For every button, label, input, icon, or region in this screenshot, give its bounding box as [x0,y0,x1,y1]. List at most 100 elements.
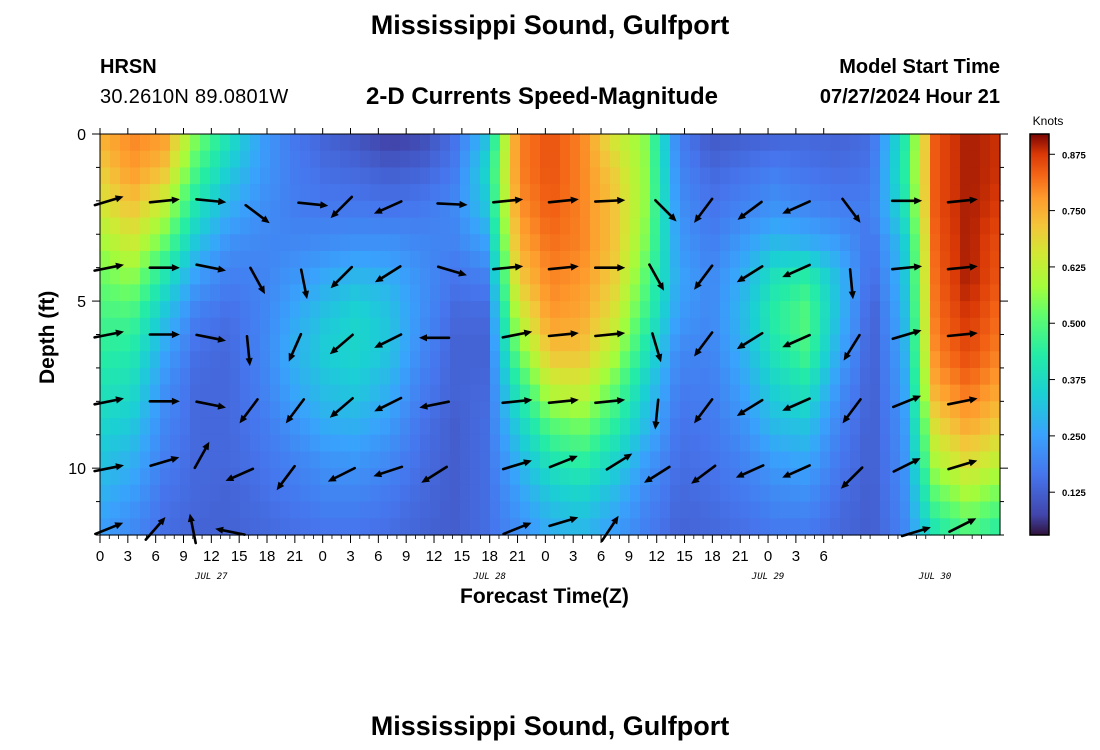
heatmap-cell [100,317,111,336]
heatmap-cell [580,317,591,336]
heatmap-cell [120,451,131,469]
heatmap-cell [190,217,201,235]
current-arrow-shaft [651,332,661,356]
heatmap-cell [110,250,121,269]
heatmap-cell [730,184,741,202]
heatmap-cell [570,317,581,336]
heatmap-cell [330,184,341,202]
heatmap-cell [660,284,671,302]
heatmap-cell [830,284,841,302]
heatmap-cell [490,200,501,219]
heatmap-cell [490,518,501,536]
heatmap-cell [660,468,671,486]
heatmap-cell [400,401,411,419]
heatmap-cell [720,418,731,436]
current-arrow [419,400,451,410]
heatmap-cell [660,401,671,419]
heatmap-cell [110,367,121,386]
heatmap-cell [940,317,951,336]
current-arrow-shaft [788,263,811,276]
heatmap-cell [810,134,821,152]
model-start-time: 07/27/2024 Hour 21 [819,86,1000,108]
heatmap-cell [120,351,131,369]
heatmap-cell [460,150,471,169]
heatmap-cell [460,234,471,252]
heatmap-cell [910,334,921,352]
heatmap-cell [870,351,881,369]
heatmap-cell [900,518,911,536]
current-arrow-head [967,518,977,526]
heatmap-cell [970,250,981,269]
heatmap-cell [720,267,731,285]
heatmap-cell [190,267,201,285]
heatmap-cell [780,518,791,536]
heatmap-cell [840,468,851,486]
heatmap-cell [810,150,821,169]
heatmap-cell [280,451,291,469]
heatmap-cell [590,384,601,402]
heatmap-cell [990,384,1001,402]
heatmap-cell [650,401,661,419]
current-arrow-head [969,396,978,404]
heatmap-cell [120,301,131,319]
heatmap-cell [790,367,801,386]
heatmap-cell [490,418,501,436]
heatmap-cell [710,468,721,486]
heatmap-cell [100,250,111,269]
heatmap-cell [290,167,301,185]
heatmap-cell [220,317,231,336]
current-arrow-shaft [280,464,296,486]
heatmap-cell [290,468,301,486]
heatmap-cell [180,518,191,536]
heatmap-cell [630,518,641,536]
heatmap-cell [290,234,301,252]
heatmap-cell [480,401,491,419]
heatmap-cell [300,351,311,369]
heatmap-cell [400,334,411,352]
heatmap-cell [260,234,271,252]
heatmap-cell [980,384,991,402]
heatmap-cell [110,501,121,519]
heatmap-cell [810,284,821,302]
heatmap-cell [160,501,171,519]
colorbar-tick-label: 0.750 [1062,207,1086,218]
heatmap-cell [860,301,871,319]
heatmap-cell [230,367,241,386]
heatmap-cell [210,468,221,486]
heatmap-cell [500,234,511,252]
heatmap-cell [570,284,581,302]
heatmap-cell [460,401,471,419]
heatmap-cell [240,301,251,319]
heatmap-cell [760,317,771,336]
heatmap-cell [260,384,271,402]
heatmap-cell [330,301,341,319]
heatmap-cell [480,150,491,169]
heatmap-cell [740,134,751,152]
heatmap-cell [820,200,831,219]
heatmap-cell [870,250,881,269]
current-arrow-shaft [193,447,207,470]
heatmap-cell [360,518,371,536]
heatmap-cell [620,167,631,185]
current-arrow-head [285,414,294,424]
heatmap-cell [250,250,261,269]
heatmap-cell [270,468,281,486]
heatmap-cell [320,250,331,269]
heatmap-cell [170,167,181,185]
heatmap-cell [600,134,611,152]
heatmap-cell [280,134,291,152]
heatmap-cell [790,451,801,469]
heatmap-cell [260,150,271,169]
heatmap-cell [770,301,781,319]
heatmap-cell [940,150,951,169]
heatmap-cell [340,451,351,469]
heatmap-cell [180,200,191,219]
heatmap-cell [250,317,261,336]
heatmap-cell [350,301,361,319]
heatmap-cell [300,267,311,285]
heatmap-cell [860,334,871,352]
heatmap-cell [220,267,231,285]
heatmap-cell [290,200,301,219]
heatmap-cell [920,150,931,169]
heatmap-cell [360,317,371,336]
